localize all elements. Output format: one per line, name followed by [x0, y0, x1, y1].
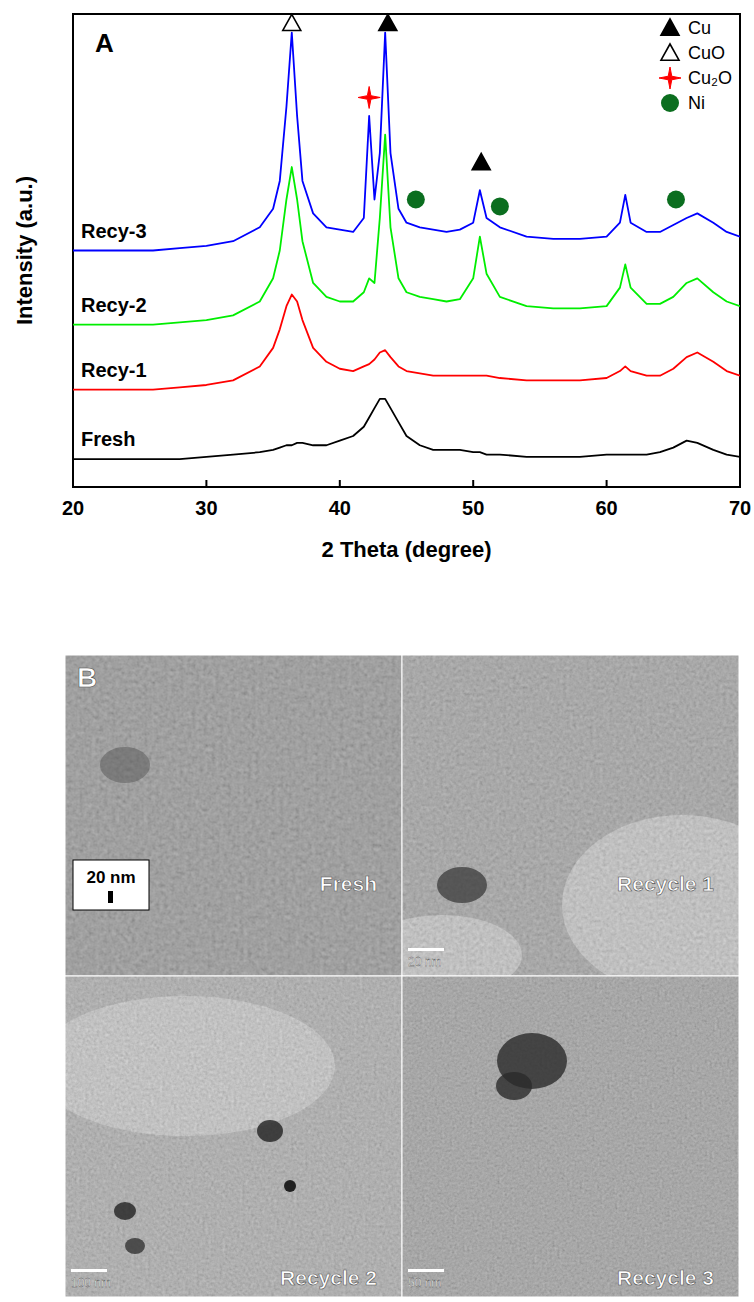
peak-marker	[491, 197, 509, 215]
image-texture	[65, 655, 402, 976]
image-caption: Recycle 3	[617, 1266, 714, 1289]
particle	[257, 1120, 283, 1142]
plot-frame	[73, 14, 740, 487]
series-line	[73, 399, 740, 459]
image-texture	[402, 976, 739, 1297]
legend-marker	[661, 44, 679, 60]
panel-label: A	[95, 28, 114, 58]
image-border	[402, 655, 739, 976]
image-ground	[402, 655, 739, 976]
legend-label: Cu	[688, 18, 711, 38]
image-ground	[402, 976, 739, 1297]
x-tick	[205, 480, 207, 487]
x-tick-label: 30	[195, 497, 217, 519]
image-caption: Recycle 1	[617, 872, 714, 895]
tem-image	[402, 976, 739, 1297]
peak-marker	[358, 86, 380, 108]
particle	[100, 747, 150, 783]
scale-box	[73, 860, 149, 910]
legend-marker	[661, 94, 679, 112]
image-border	[65, 976, 402, 1297]
x-tick-label: 50	[462, 497, 484, 519]
x-tick	[606, 480, 608, 487]
x-axis-title: 2 Theta (degree)	[322, 537, 492, 562]
legend: Cu CuO Cu₂O Ni	[659, 18, 732, 113]
particle	[496, 1072, 532, 1100]
series-labels: Fresh Recy-1 Recy-2 Recy-3	[81, 220, 147, 451]
image-border	[65, 655, 402, 976]
x-tick	[739, 480, 741, 487]
legend-marker	[659, 67, 681, 89]
x-tick-label: 70	[729, 497, 751, 519]
tem-image	[65, 655, 402, 976]
series-label: Recy-1	[81, 359, 147, 381]
particle	[125, 1238, 145, 1254]
x-tick	[339, 480, 341, 487]
x-tick-label: 20	[62, 497, 84, 519]
scale-bar-label: 20 nm	[86, 868, 135, 887]
x-tick-label: 40	[329, 497, 351, 519]
series-label: Fresh	[81, 428, 135, 450]
series-label: Recy-3	[81, 220, 147, 242]
legend-label: CuO	[688, 43, 725, 63]
tem-image	[402, 655, 739, 976]
plot-data	[73, 33, 740, 460]
peak-marker	[407, 190, 425, 208]
tem-image	[65, 976, 402, 1297]
peak-marker	[472, 153, 490, 169]
y-axis-title: Intensity (a.u.)	[12, 176, 37, 325]
scale-bar	[108, 891, 113, 903]
image-texture	[65, 976, 402, 1297]
scale-bar	[408, 1269, 444, 1272]
peak-marker	[667, 190, 685, 208]
particle	[114, 1202, 136, 1220]
series-line	[73, 295, 740, 390]
scale-bar-label: 50 nm	[408, 1276, 441, 1290]
image-caption: Fresh	[320, 872, 377, 895]
legend-label: Cu₂O	[688, 68, 732, 88]
scale-bar	[408, 948, 444, 951]
peak-marker	[283, 14, 301, 30]
legend-marker	[661, 19, 679, 35]
x-tick	[72, 480, 74, 487]
scale-bar-label: 100 nm	[71, 1276, 111, 1290]
legend-label: Ni	[688, 93, 705, 113]
x-tick	[472, 480, 474, 487]
scale-bar-label: 20 nm	[408, 955, 441, 969]
particle	[437, 867, 487, 903]
particle	[284, 1180, 296, 1192]
scale-bar	[71, 1269, 107, 1272]
panel-a: 20 30 40 50 60 70 2 Theta (degree) Intensity (a…	[12, 14, 751, 562]
panel-label: B	[77, 662, 97, 693]
page: {"chart_data": {"type": "line", "panel_l…	[0, 0, 754, 1302]
peak-markers	[283, 14, 685, 215]
figure: 20 30 40 50 60 70 2 Theta (degree) Intensity (a…	[0, 0, 754, 1302]
series-line	[73, 33, 740, 251]
image-texture	[402, 655, 739, 976]
series-label: Recy-2	[81, 294, 147, 316]
peak-marker	[379, 14, 397, 30]
image-ground	[65, 976, 402, 1297]
image-caption: Recycle 2	[280, 1266, 377, 1289]
image-ground	[65, 655, 402, 976]
series-line	[73, 135, 740, 325]
image-border	[402, 976, 739, 1297]
x-tick-label: 60	[595, 497, 617, 519]
